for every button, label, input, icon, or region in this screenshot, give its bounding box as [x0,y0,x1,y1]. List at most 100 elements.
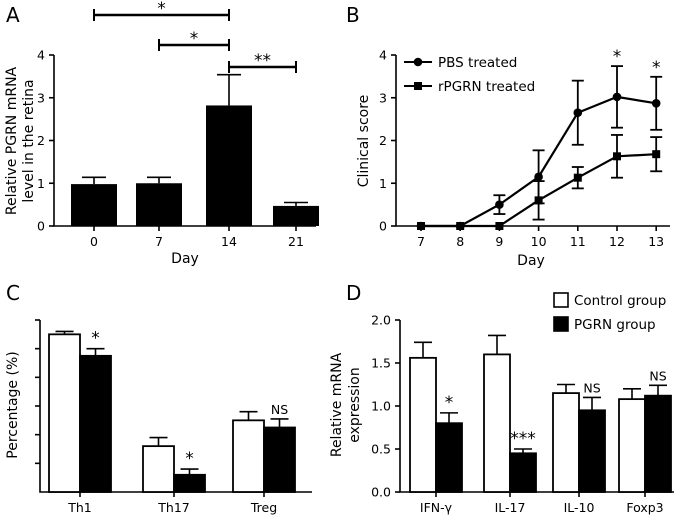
panel-c-letter: C [6,281,20,305]
panel-d-legend-pgrn-label: PGRN group [574,317,656,333]
panel-b-y-axis-label: Clinical score [356,95,372,188]
panel-d-x-ticks: IFN-γ IL-17 IL-10 Foxp3 [420,492,664,515]
panel-d-legend-control-label: Control group [574,293,666,309]
panel-a-y-tick-label: 0 [37,219,45,234]
panel-d-x-tick-label: IFN-γ [420,500,453,515]
panel-c-bar-control [232,419,265,493]
panel-b-y-tick-label: 2 [379,133,387,148]
panel-d-y-tick-label: 1.0 [371,399,391,414]
panel-b-series-rpgrn-point [652,150,661,159]
panel-a-bracket-label: * [190,29,199,49]
panel-d-letter: D [346,281,361,305]
panel-a-y-tick-label: 2 [37,133,45,148]
panel-a-bracket-label: * [157,0,166,19]
panel-a-x-axis-label: Day [171,251,199,267]
panel-b-x-tick-label: 8 [456,234,464,249]
panel-d-legend-pgrn-swatch [553,316,569,332]
panel-d-x-tick-label: IL-10 [564,500,595,515]
panel-b-series-pbs-point [534,172,543,182]
panel-c-bar-control [142,445,175,493]
panel-d-bar-chart: 0.00.51.01.52.0 IFN-γ IL-17 IL-10 Foxp3 ***… [329,292,674,515]
panel-b-y-tick-label: 1 [379,176,387,191]
panel-b-series-rpgrn-point [534,196,543,205]
panel-d-significance-label: *** [510,429,536,449]
panel-d-x-tick-label: IL-17 [495,500,526,515]
panel-b-annotation: * [613,47,622,67]
panel-a-y-axis-label-line2: level in the retina [21,79,37,202]
panel-c-x-ticks: Th1 Th17 Treg [67,492,277,515]
panel-b-series-pbs-point [495,200,504,209]
panel-b-y-tick-label: 3 [379,90,387,105]
panel-b-x-axis-label: Day [517,253,545,269]
panel-a-y-axis-label-line1: Relative PGRN mRNA [4,66,20,215]
panel-a-bracket-label: ** [254,51,271,71]
panel-d-legend: Control group PGRN group [553,292,666,333]
panel-d-bar-pgrn [644,394,672,493]
panel-b-series-rpgrn-point [456,222,465,230]
panel-b-annotations: ** [613,47,661,78]
panel-d-significance-label: NS [583,380,600,395]
panel-c-bar-pgrn [173,473,206,493]
panel-d-y-tick-label: 2.0 [371,313,391,328]
panel-c-bar-pgrn [79,354,112,493]
panel-d-y-tick-label: 0.0 [371,485,391,500]
panel-b-y-ticks: 0 1 2 3 4 [379,48,396,234]
panel-b-series-pbs-point [612,92,622,102]
panel-d-y-tick-label: 0.5 [371,442,391,457]
panel-a-significance-brackets: **** [93,0,297,73]
panel-d-y-axis-label-line1: Relative mRNA [329,352,345,457]
panel-d-bar-control [618,398,646,493]
panel-b-legend-pbs-swatch-marker [413,57,423,67]
panel-d-y-axis-label-line2: expression [347,367,363,443]
panel-a-y-tick-label: 3 [37,90,45,105]
panel-b-legend-pbs-label: PBS treated [438,55,517,71]
panel-c-significance: * * NS [91,329,288,469]
panel-c-bar-chart: Th1 Th17 Treg * * NS Percentage (%) [5,319,312,515]
panel-c-significance-label: NS [271,402,288,417]
panel-d-bar-control [409,356,437,493]
panel-a-x-tick-label: 14 [221,234,237,249]
panel-b-x-tick-label: 11 [570,234,586,249]
panel-b-series-pbs-point [573,108,583,118]
panel-a-x-tick-label: 7 [155,234,163,249]
panel-b-letter: B [346,3,360,27]
panel-b-series-rpgrn-point [417,222,425,230]
panel-d-x-tick-label: Foxp3 [626,500,663,515]
panel-c-bar-control [48,333,81,493]
panel-b-series [416,65,663,231]
panel-c-significance-label: * [91,329,100,349]
panel-d-bar-control [552,392,580,493]
panel-b-x-ticks: 7 8 9 10 11 12 13 [417,226,664,249]
panel-a-bar-7 [136,183,182,226]
panel-a-bar-14 [206,105,252,226]
panel-b-legend-rpgrn-swatch-marker [414,82,422,90]
panel-b-series-rpgrn-point [573,173,582,182]
panel-d-y-ticks: 0.0 0.5 1.0 1.5 2.0 [371,313,400,500]
panel-a-bar-21 [273,205,319,226]
panel-b-legend: PBS treated rPGRN treated [404,55,535,95]
panel-b-x-tick-label: 10 [531,234,547,249]
panel-c-y-ticks [35,319,40,465]
panel-c-bar-pgrn [263,426,296,493]
panel-d-bar-pgrn [435,422,463,493]
panel-a-bars [71,73,319,226]
panel-b-x-tick-label: 9 [495,234,503,249]
panel-d-bar-pgrn [578,409,606,493]
panel-a-bar-0 [71,184,117,226]
panel-c-x-tick-label: Th1 [67,500,92,515]
panel-b-x-tick-label: 7 [417,234,425,249]
panel-c-y-axis-label: Percentage (%) [5,351,21,458]
panel-b-series-rpgrn-point [613,152,621,161]
panel-a-x-tick-label: 0 [90,234,98,249]
panel-a-letter: A [6,3,20,27]
panel-a-y-tick-label: 4 [37,48,45,63]
panel-d-bar-control [483,353,511,493]
panel-d-bars [409,334,672,493]
panel-b-x-tick-label: 12 [609,234,625,249]
panel-d-significance-label: NS [649,368,666,383]
panel-d-bar-pgrn [509,452,537,493]
